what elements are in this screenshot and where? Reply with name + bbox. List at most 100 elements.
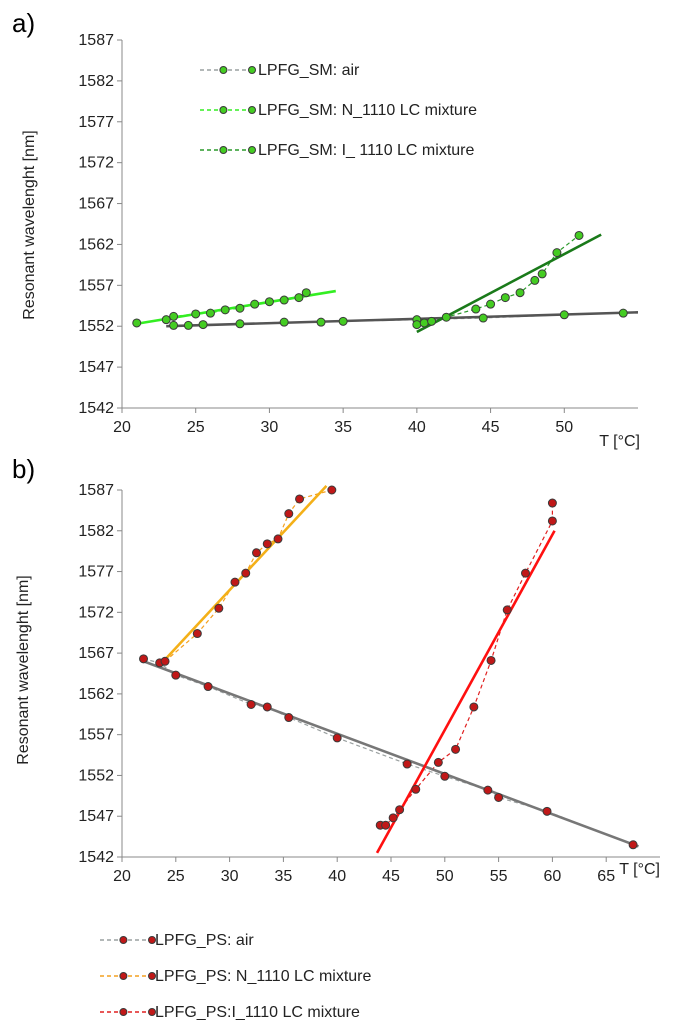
x-tick-label: 30: [221, 868, 239, 885]
fit-line-2: [375, 530, 556, 854]
x-axis-label-b: T [°C]: [619, 861, 660, 878]
legend-b: LPFG_PS: air LPFG_PS: N_1110 LC mixture LP…: [100, 932, 371, 1021]
y-tick-label: 1557: [78, 277, 114, 294]
fit-line-0: [143, 660, 639, 848]
y-tick-label: 1562: [78, 236, 114, 253]
x-tick-label: 40: [408, 419, 426, 436]
x-tick-label: 50: [555, 419, 573, 436]
x-axis-label-a: T [°C]: [599, 433, 640, 450]
data-point: [494, 792, 504, 802]
chart-panel-a: a) Resonant wavelenght [nm] T [°C] 15421…: [12, 8, 640, 450]
legend-swatch-marker: [219, 106, 228, 114]
y-tick-label: 1542: [78, 400, 114, 417]
y-tick-label: 1582: [78, 523, 114, 540]
y-tick-label: 1552: [78, 318, 114, 335]
legend-entry-label: LPFG_PS:I_1110 LC mixture: [155, 1004, 360, 1021]
data-point: [161, 315, 171, 325]
data-point: [284, 713, 294, 723]
data-point: [419, 318, 429, 328]
data-point: [192, 629, 202, 639]
y-tick-label: 1542: [78, 849, 114, 866]
data-point: [530, 275, 540, 285]
data-point: [301, 288, 311, 298]
x-tick-label: 40: [328, 868, 346, 885]
data-point: [262, 702, 272, 712]
x-tick-label: 45: [482, 419, 500, 436]
data-point: [327, 485, 337, 495]
series-line-2: [380, 503, 554, 826]
data-point: [279, 295, 289, 305]
data-point: [515, 288, 525, 298]
data-point: [205, 308, 215, 318]
legend-a: LPFG_SM: air LPFG_SM: N_1110 LC mixture LP…: [200, 62, 477, 159]
y-tick-label: 1547: [78, 808, 114, 825]
data-point: [402, 759, 412, 769]
y-tick-label: 1582: [78, 73, 114, 90]
data-point: [500, 293, 510, 303]
data-point: [628, 840, 638, 850]
data-point: [618, 308, 628, 318]
legend-swatch-marker: [119, 972, 128, 980]
data-point: [441, 312, 451, 322]
y-tick-label: 1572: [78, 155, 114, 172]
data-point: [214, 603, 224, 613]
y-tick-label: 1547: [78, 359, 114, 376]
y-tick-label: 1577: [78, 114, 114, 131]
data-point: [411, 784, 421, 794]
x-tick-label: 50: [436, 868, 454, 885]
fit-line-0: [166, 311, 639, 328]
data-point: [264, 297, 274, 307]
y-tick-label: 1567: [78, 645, 114, 662]
data-point: [547, 516, 557, 526]
data-point: [433, 757, 443, 767]
legend-swatch-marker: [248, 106, 256, 114]
data-point: [547, 498, 557, 508]
legend-entry-label: LPFG_SM: air: [258, 62, 360, 79]
data-point: [521, 568, 530, 578]
data-point: [171, 670, 181, 680]
data-point: [132, 318, 142, 328]
data-point: [294, 293, 304, 303]
data-point: [198, 320, 208, 330]
data-point: [252, 548, 261, 558]
data-point: [241, 568, 251, 578]
y-tick-label: 1587: [78, 32, 114, 49]
legend-swatch-marker: [248, 66, 256, 74]
data-point: [139, 654, 149, 664]
x-tick-label: 65: [597, 868, 615, 885]
data-point: [486, 299, 496, 309]
data-point: [486, 655, 496, 665]
legend-entry-label: LPFG_PS: air: [155, 932, 254, 949]
data-point: [388, 813, 398, 823]
data-point: [160, 656, 170, 666]
x-tick-label: 25: [187, 419, 205, 436]
data-point: [451, 744, 461, 754]
data-point: [235, 303, 245, 313]
data-point: [169, 320, 179, 330]
y-tick-label: 1562: [78, 686, 114, 703]
y-tick-label: 1552: [78, 767, 114, 784]
data-point: [381, 820, 391, 830]
data-point: [169, 311, 179, 321]
data-point: [295, 494, 305, 504]
data-point: [246, 699, 256, 709]
legend-swatch-marker: [119, 936, 128, 944]
y-tick-label: 1567: [78, 196, 114, 213]
data-point: [220, 305, 230, 315]
data-point: [440, 771, 450, 781]
data-point: [235, 319, 245, 329]
data-marks-a: [132, 230, 639, 334]
data-point: [395, 805, 405, 815]
x-tick-label: 25: [167, 868, 185, 885]
axes-b: 1542 1547 1552 1557 1562 1567 1572 1577 1582 1587…: [78, 482, 660, 885]
data-point: [559, 310, 569, 320]
data-point: [542, 806, 552, 816]
legend-swatch-marker: [219, 66, 228, 74]
data-point: [284, 509, 294, 519]
y-axis-label-b: Resonant wavelenght [nm]: [15, 575, 32, 764]
data-point: [552, 248, 562, 258]
y-tick-label: 1587: [78, 482, 114, 499]
y-tick-label: 1557: [78, 727, 114, 744]
legend-swatch-marker: [148, 972, 156, 980]
